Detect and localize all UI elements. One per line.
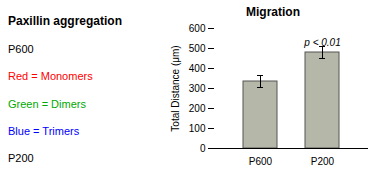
html-text:Green = Dimers: Green = Dimers	[8, 97, 86, 110]
html-text:Paxillin aggregation: Paxillin aggregation	[8, 13, 122, 28]
svg-text:300: 300	[189, 83, 206, 94]
html-text:Migration: Migration	[246, 5, 300, 19]
svg-text:p < 0.01: p < 0.01	[303, 37, 340, 48]
svg-text:0: 0	[200, 143, 206, 154]
html-text:Blue = Trimers: Blue = Trimers	[8, 125, 80, 137]
svg-text:Total Distance (μm): Total Distance (μm)	[170, 45, 181, 131]
html-text:Red = Monomers: Red = Monomers	[8, 70, 93, 83]
svg-text:P600: P600	[249, 156, 273, 167]
svg-text:500: 500	[189, 43, 206, 54]
svg-text:400: 400	[189, 63, 206, 74]
svg-text:600: 600	[189, 23, 206, 34]
html-text:P600: P600	[8, 43, 34, 55]
svg-text:200: 200	[189, 103, 206, 114]
svg-text:100: 100	[189, 123, 206, 134]
svg-text:P200: P200	[311, 156, 335, 167]
html-text:P200: P200	[8, 152, 34, 165]
